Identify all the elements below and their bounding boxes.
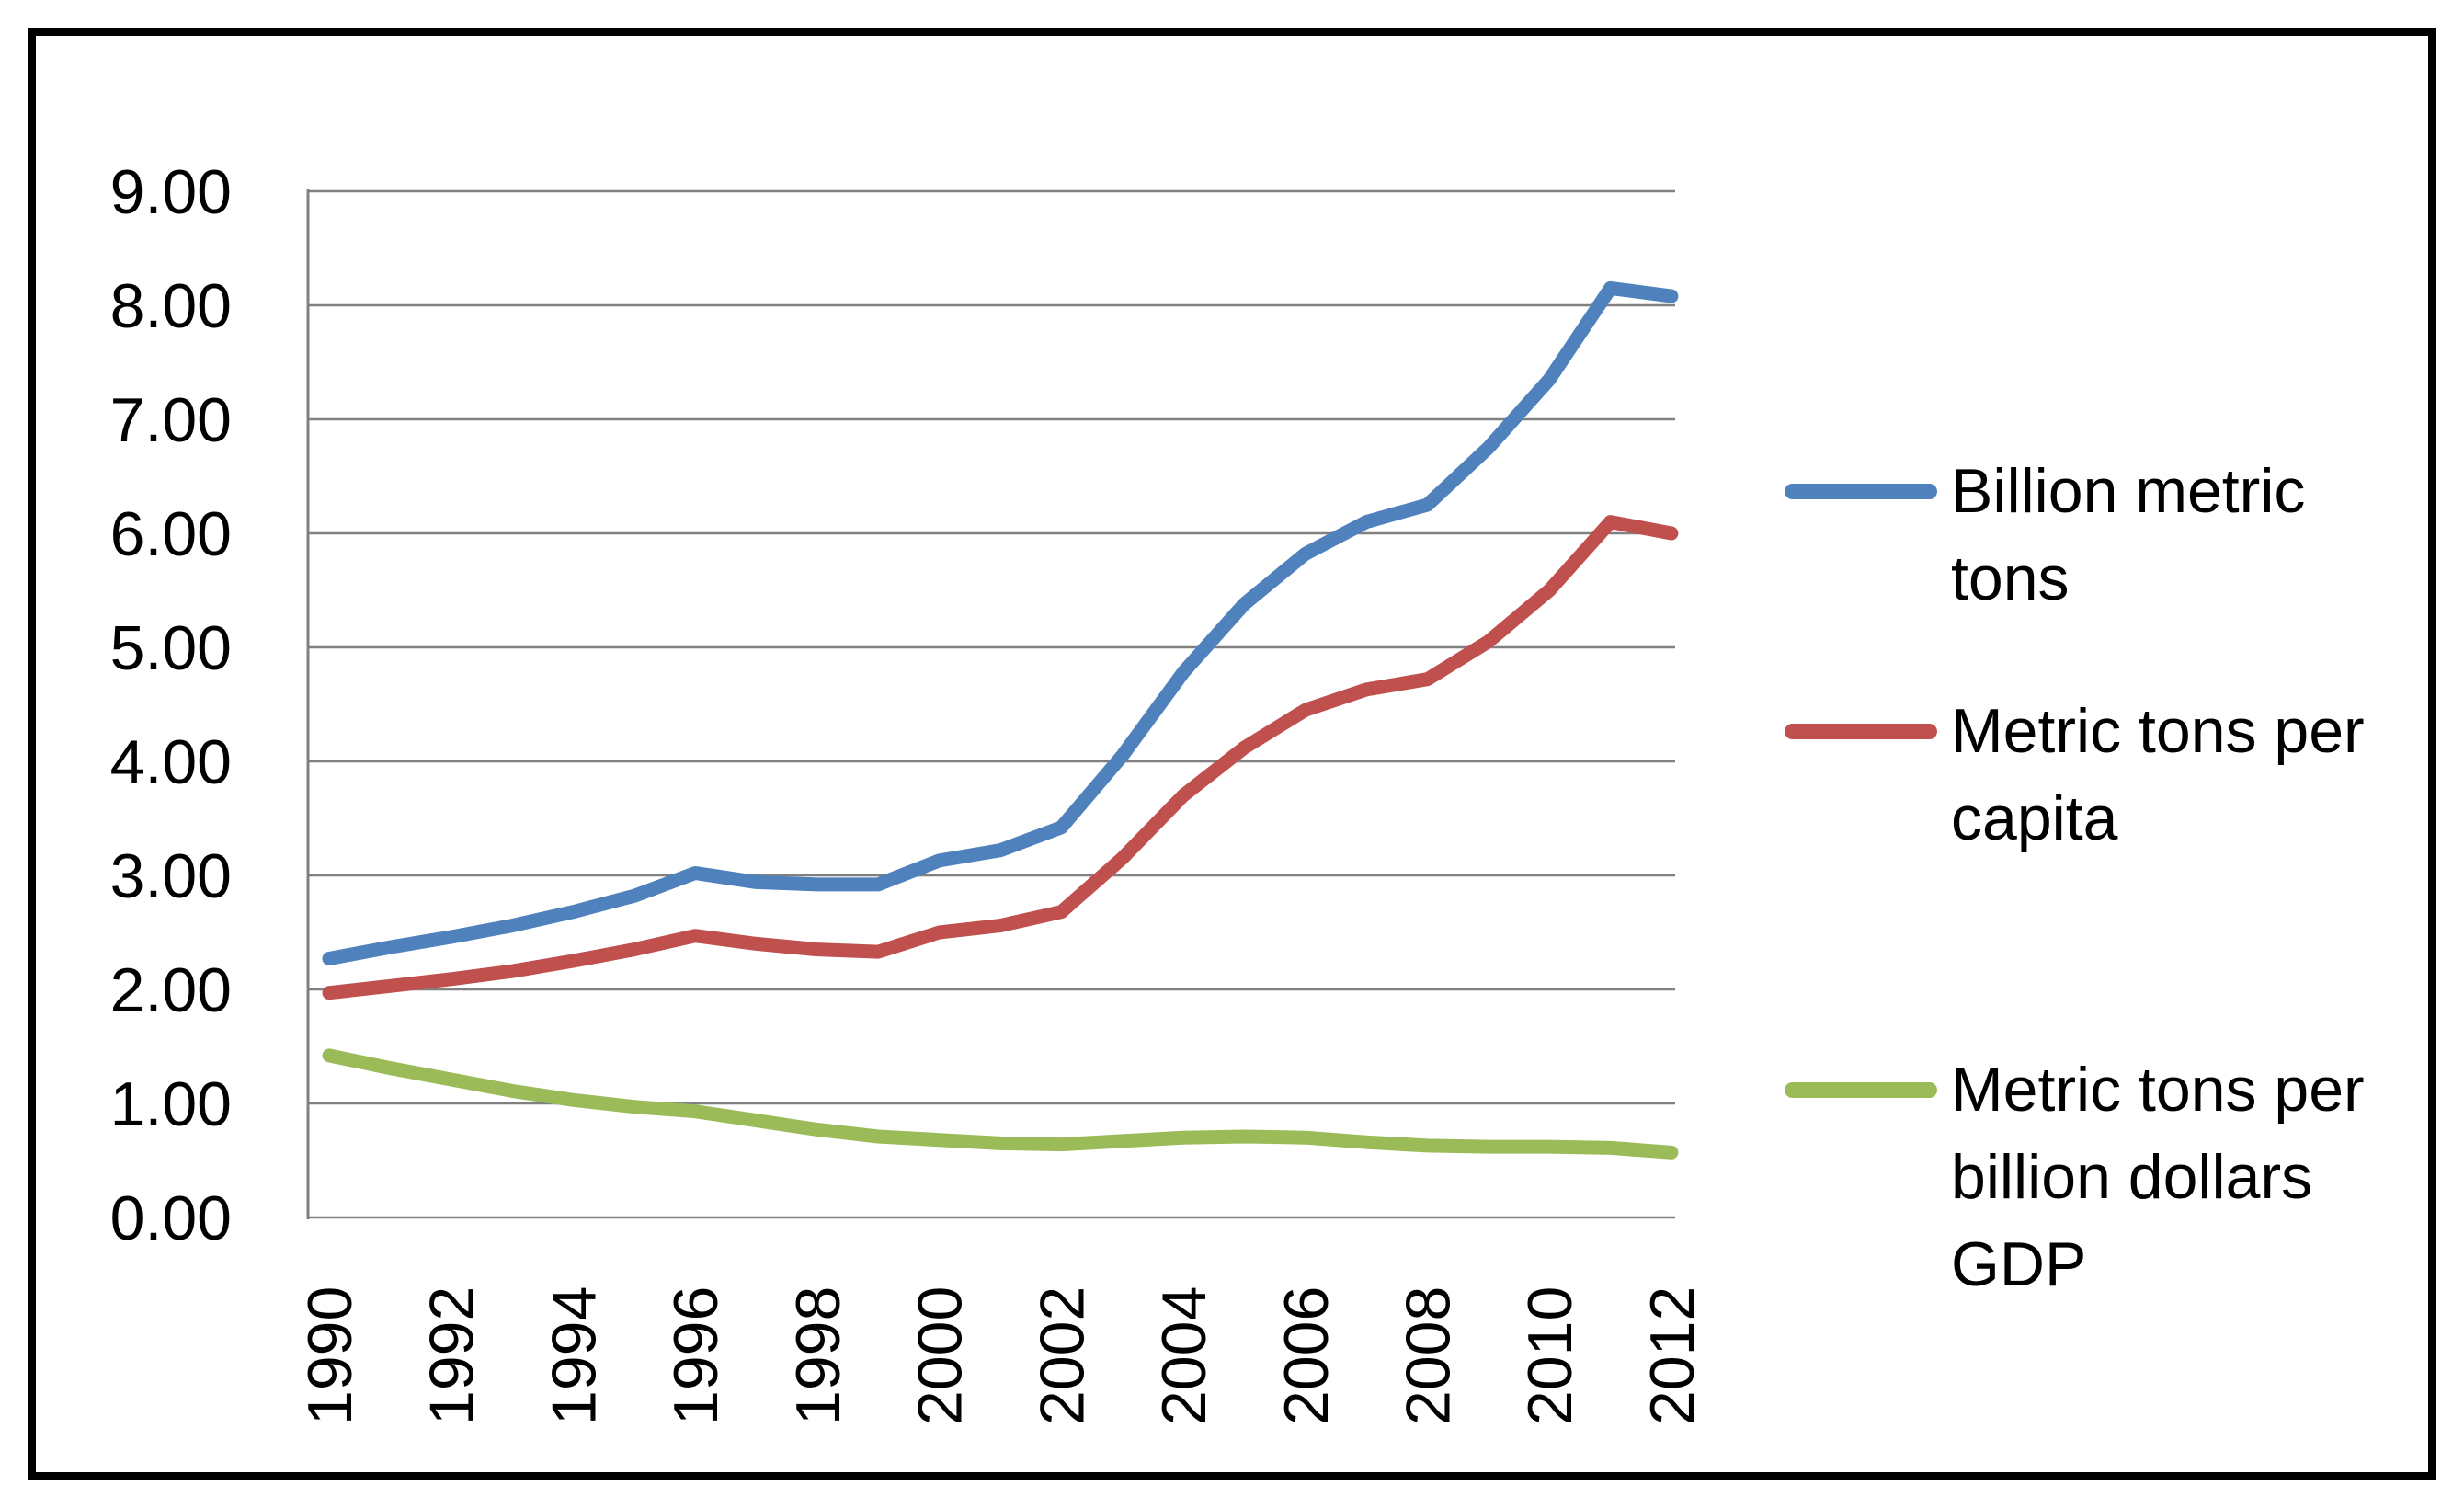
- y-axis-tick-label: 3.00: [110, 841, 232, 911]
- legend-label-metric-tons-per-billion-gdp: Metric tons per billion dollars GDP: [1951, 1055, 2365, 1299]
- x-axis-tick-label: 1996: [661, 1286, 731, 1425]
- y-axis-tick-label: 8.00: [110, 271, 232, 341]
- y-axis-tick-label: 0.00: [110, 1183, 232, 1253]
- y-axis-tick-label: 6.00: [110, 499, 232, 569]
- x-axis-tick-label: 2004: [1149, 1286, 1219, 1425]
- y-axis-tick-label: 9.00: [110, 157, 232, 227]
- y-axis-tick-label: 5.00: [110, 613, 232, 683]
- x-axis-tick-label: 2008: [1393, 1286, 1463, 1425]
- x-axis-tick-label: 2010: [1515, 1286, 1585, 1425]
- legend-label-billion-metric-tons: Billion metric tons: [1951, 456, 2306, 613]
- line-billion-metric-tons: [322, 280, 1679, 965]
- y-axis-tick-label: 2.00: [110, 955, 232, 1025]
- y-axis-tick-label: 1.00: [110, 1069, 232, 1139]
- line-metric-tons-per-capita: [322, 515, 1679, 1000]
- x-axis-tick-label: 1994: [539, 1286, 609, 1425]
- legend-swatch-metric-tons-per-capita-icon: [1785, 724, 1937, 739]
- legend-label-metric-tons-per-capita: Metric tons per capita: [1951, 696, 2365, 853]
- x-axis-tick-label: 1992: [417, 1286, 487, 1425]
- x-axis-tick-label: 1990: [295, 1286, 365, 1425]
- x-axis-tick-label: 2006: [1272, 1286, 1341, 1425]
- y-axis-tick-label: 7.00: [110, 385, 232, 455]
- x-axis-tick-label: 2002: [1027, 1286, 1097, 1425]
- legend-swatch-metric-tons-per-billion-gdp-icon: [1785, 1082, 1937, 1098]
- line-metric-tons-per-billion-dollars-gdp: [322, 1048, 1679, 1160]
- y-axis-tick-label: 4.00: [110, 727, 232, 797]
- x-axis-tick-label: 1998: [783, 1286, 853, 1425]
- x-axis-tick-label: 2012: [1637, 1286, 1707, 1425]
- x-axis-tick-label: 2000: [906, 1286, 975, 1425]
- legend-swatch-billion-metric-tons-icon: [1785, 484, 1937, 499]
